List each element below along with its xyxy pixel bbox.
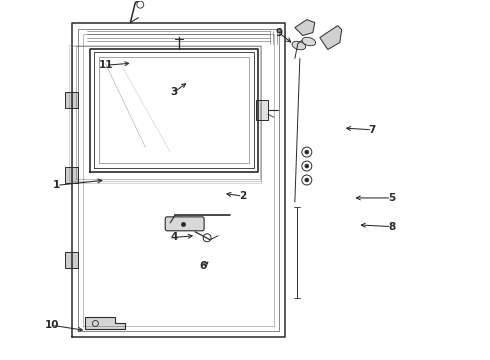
Bar	[256, 100, 268, 120]
Polygon shape	[85, 318, 125, 329]
Text: 8: 8	[388, 222, 395, 231]
Bar	[65, 167, 78, 183]
FancyBboxPatch shape	[165, 217, 204, 231]
Ellipse shape	[302, 37, 316, 46]
Polygon shape	[295, 20, 315, 36]
Text: 2: 2	[239, 191, 246, 201]
Text: 9: 9	[276, 28, 283, 38]
Text: 4: 4	[171, 232, 178, 242]
Polygon shape	[320, 26, 342, 50]
Bar	[65, 92, 78, 108]
Text: 1: 1	[53, 180, 60, 190]
Bar	[65, 252, 78, 268]
Text: 10: 10	[45, 320, 59, 330]
Text: 3: 3	[171, 87, 178, 97]
Circle shape	[305, 178, 309, 182]
Text: 6: 6	[200, 261, 207, 271]
Text: 11: 11	[98, 60, 113, 70]
Text: 5: 5	[388, 193, 395, 203]
Circle shape	[305, 164, 309, 168]
Circle shape	[305, 150, 309, 154]
Ellipse shape	[292, 41, 306, 50]
Text: 7: 7	[368, 125, 376, 135]
